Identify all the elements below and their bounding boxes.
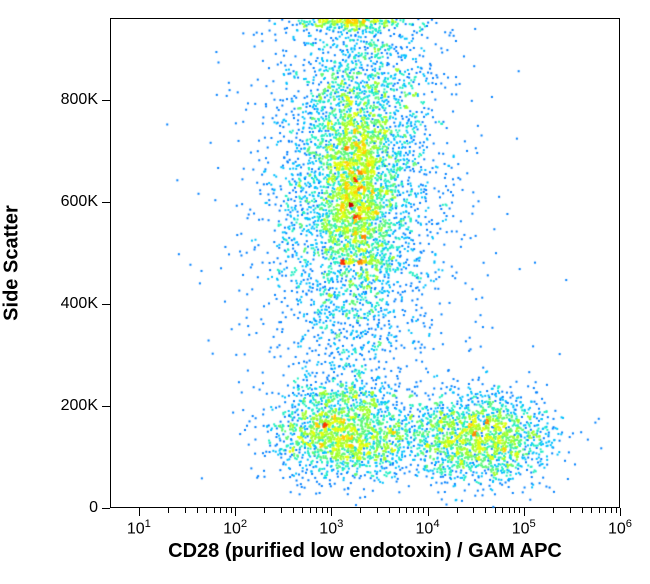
x-minor-tick <box>502 508 503 513</box>
x-minor-tick <box>570 508 571 513</box>
x-minor-tick <box>553 508 554 513</box>
y-tick-label: 0 <box>48 499 98 517</box>
x-minor-tick <box>605 508 606 513</box>
x-minor-tick <box>457 508 458 513</box>
x-tick-mark <box>524 508 525 516</box>
x-minor-tick <box>591 508 592 513</box>
x-tick-mark <box>620 508 621 516</box>
x-minor-tick <box>281 508 282 513</box>
x-minor-tick <box>406 508 407 513</box>
x-minor-tick <box>582 508 583 513</box>
x-minor-tick <box>214 508 215 513</box>
x-tick-mark <box>331 508 332 516</box>
x-axis-label: CD28 (purified low endotoxin) / GAM APC <box>168 540 562 563</box>
plot-area <box>110 18 620 508</box>
x-minor-tick <box>611 508 612 513</box>
x-minor-tick <box>495 508 496 513</box>
y-tick-mark <box>102 100 110 101</box>
x-minor-tick <box>231 508 232 513</box>
x-minor-tick <box>226 508 227 513</box>
x-minor-tick <box>514 508 515 513</box>
x-minor-tick <box>616 508 617 513</box>
x-tick-label: 104 <box>416 518 440 538</box>
x-minor-tick <box>310 508 311 513</box>
x-tick-label: 101 <box>127 518 151 538</box>
y-tick-label: 800K <box>48 91 98 109</box>
y-tick-label: 200K <box>48 397 98 415</box>
x-minor-tick <box>399 508 400 513</box>
x-minor-tick <box>509 508 510 513</box>
x-tick-mark <box>139 508 140 516</box>
x-minor-tick <box>220 508 221 513</box>
x-tick-mark <box>235 508 236 516</box>
x-tick-label: 105 <box>512 518 536 538</box>
y-tick-mark <box>102 406 110 407</box>
x-minor-tick <box>418 508 419 513</box>
y-tick-mark <box>102 202 110 203</box>
x-tick-mark <box>428 508 429 516</box>
flow-cytometry-plot: Side Scatter CD28 (purified low endotoxi… <box>0 0 650 584</box>
x-tick-label: 103 <box>319 518 343 538</box>
x-minor-tick <box>377 508 378 513</box>
x-minor-tick <box>519 508 520 513</box>
x-minor-tick <box>264 508 265 513</box>
x-minor-tick <box>599 508 600 513</box>
x-minor-tick <box>423 508 424 513</box>
x-minor-tick <box>206 508 207 513</box>
x-minor-tick <box>360 508 361 513</box>
y-tick-label: 400K <box>48 295 98 313</box>
x-minor-tick <box>302 508 303 513</box>
y-tick-mark <box>102 304 110 305</box>
x-minor-tick <box>389 508 390 513</box>
y-tick-label: 600K <box>48 193 98 211</box>
x-minor-tick <box>316 508 317 513</box>
x-tick-label: 106 <box>608 518 632 538</box>
x-minor-tick <box>185 508 186 513</box>
y-tick-mark <box>102 508 110 509</box>
x-minor-tick <box>413 508 414 513</box>
x-minor-tick <box>197 508 198 513</box>
x-minor-tick <box>327 508 328 513</box>
x-minor-tick <box>168 508 169 513</box>
y-axis-label: Side Scatter <box>1 18 24 508</box>
x-tick-label: 102 <box>223 518 247 538</box>
x-minor-tick <box>485 508 486 513</box>
x-minor-tick <box>322 508 323 513</box>
x-minor-tick <box>293 508 294 513</box>
x-minor-tick <box>473 508 474 513</box>
scatter-canvas <box>111 19 621 509</box>
